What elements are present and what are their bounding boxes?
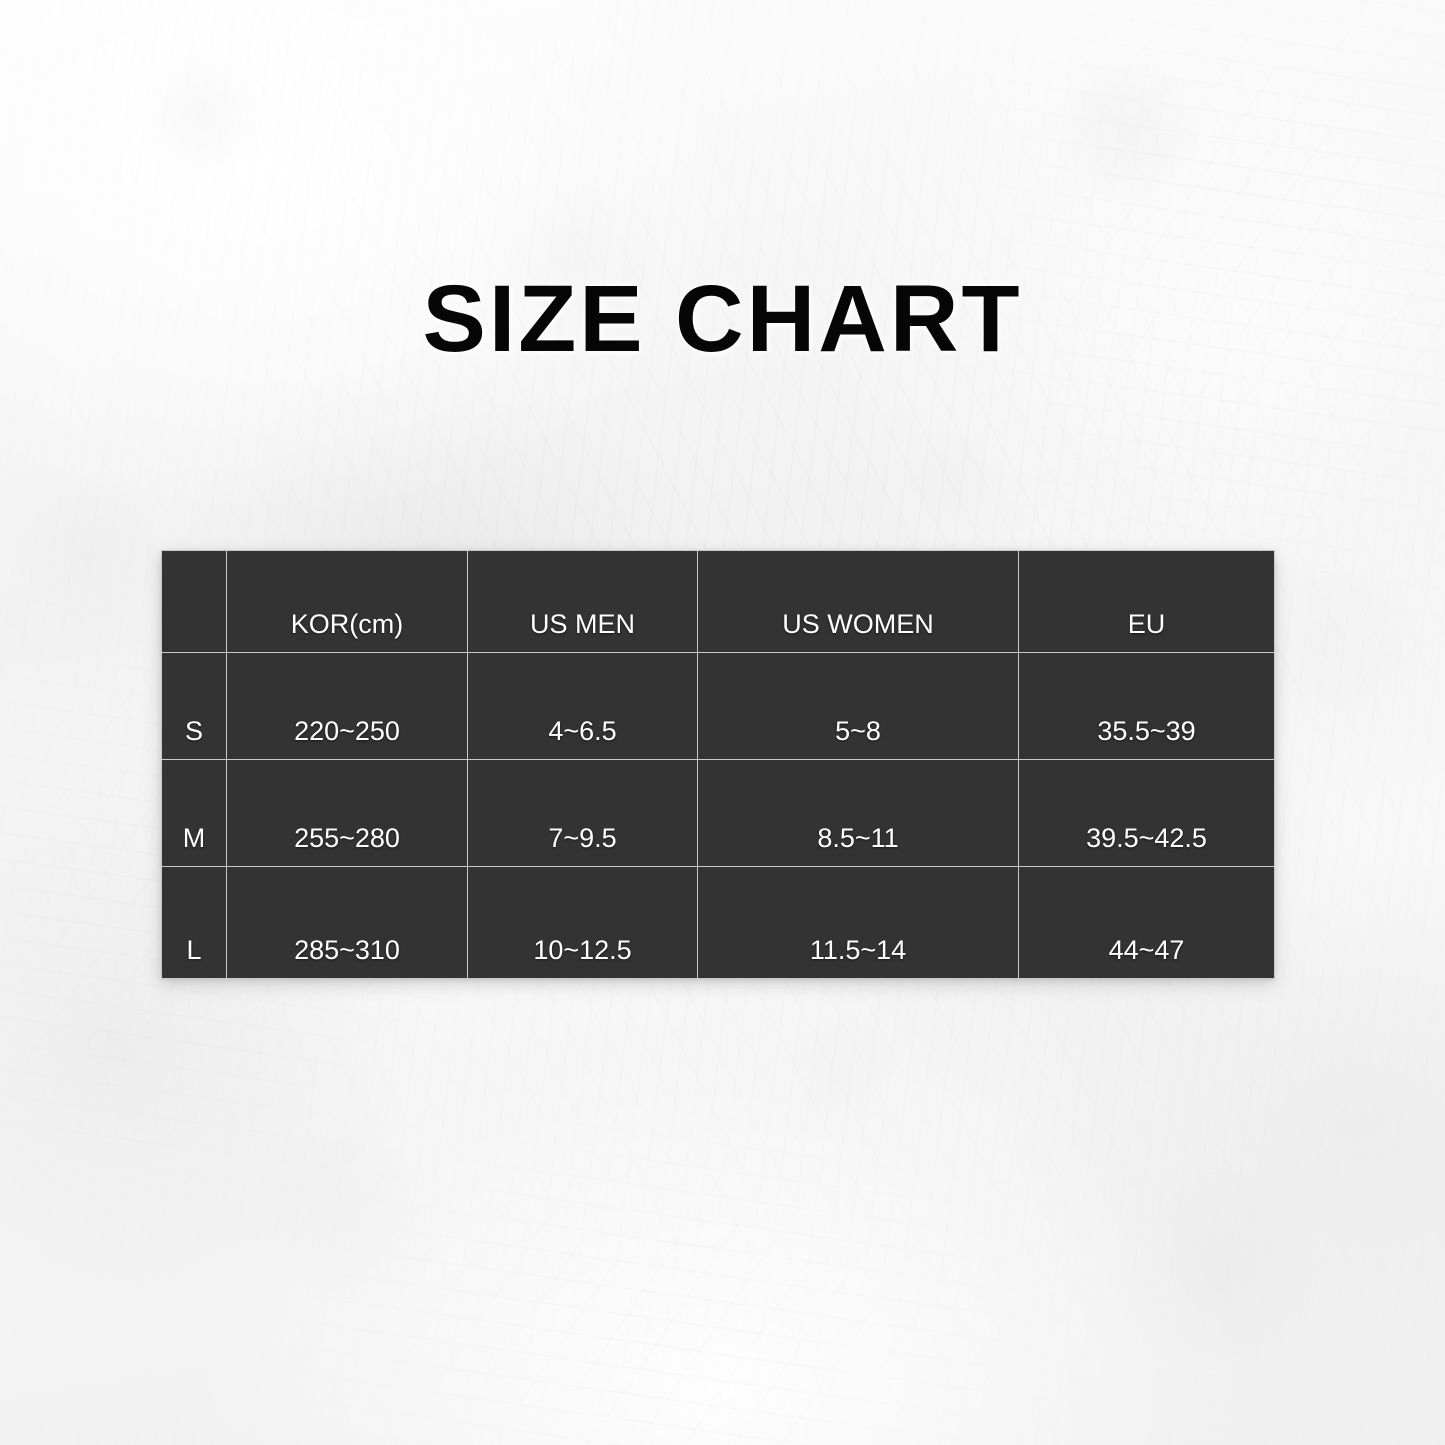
cell-l-eu: 44~47 bbox=[1018, 866, 1275, 979]
cell-l-us-men: 10~12.5 bbox=[467, 866, 698, 979]
header-cell-kor: KOR(cm) bbox=[226, 550, 468, 653]
cell-m-us-women: 8.5~11 bbox=[697, 759, 1019, 867]
header-cell-eu: EU bbox=[1018, 550, 1275, 653]
cell-l-us-women: 11.5~14 bbox=[697, 866, 1019, 979]
cell-m-us-men: 7~9.5 bbox=[467, 759, 698, 867]
table-row: L 285~310 10~12.5 11.5~14 44~47 bbox=[161, 866, 1275, 979]
row-size-label-s: S bbox=[161, 652, 227, 760]
header-cell-us-women: US WOMEN bbox=[697, 550, 1019, 653]
table-row: S 220~250 4~6.5 5~8 35.5~39 bbox=[161, 652, 1275, 760]
cell-m-kor: 255~280 bbox=[226, 759, 468, 867]
cell-s-us-men: 4~6.5 bbox=[467, 652, 698, 760]
page-title: SIZE CHART bbox=[422, 266, 1023, 372]
header-cell-corner bbox=[161, 550, 227, 653]
cell-s-us-women: 5~8 bbox=[697, 652, 1019, 760]
row-size-label-l: L bbox=[161, 866, 227, 979]
cell-s-eu: 35.5~39 bbox=[1018, 652, 1275, 760]
cell-l-kor: 285~310 bbox=[226, 866, 468, 979]
table-row: M 255~280 7~9.5 8.5~11 39.5~42.5 bbox=[161, 759, 1275, 867]
header-cell-us-men: US MEN bbox=[467, 550, 698, 653]
cell-m-eu: 39.5~42.5 bbox=[1018, 759, 1275, 867]
cell-s-kor: 220~250 bbox=[226, 652, 468, 760]
size-chart-container: KOR(cm) US MEN US WOMEN EU S 220~250 4~6… bbox=[161, 550, 1275, 979]
size-chart-table: KOR(cm) US MEN US WOMEN EU S 220~250 4~6… bbox=[161, 550, 1275, 979]
table-header-row: KOR(cm) US MEN US WOMEN EU bbox=[161, 550, 1275, 653]
row-size-label-m: M bbox=[161, 759, 227, 867]
